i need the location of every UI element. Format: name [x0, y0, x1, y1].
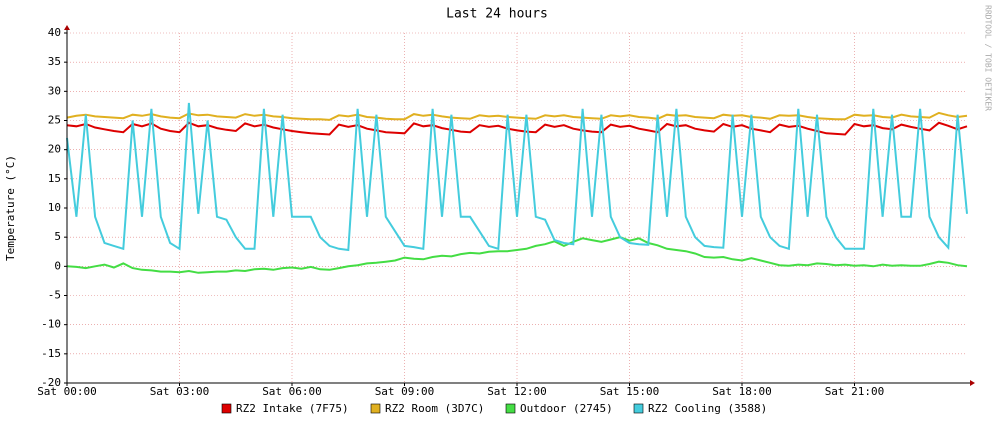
- y-tick-label: 5: [54, 230, 61, 243]
- series-line: [66, 236, 968, 274]
- x-tick-label: Sat 21:00: [825, 385, 885, 398]
- legend-label: RZ2 Intake (7F75): [236, 402, 349, 415]
- y-tick-label: -20: [41, 376, 61, 389]
- legend-swatch: [370, 403, 381, 414]
- grid: -20 -15 -10 -5 0 5 10 15 20 25 30 35 40 Sat 00:00 Sat …: [37, 26, 967, 398]
- legend: RZ2 Intake (7F75) RZ2 Room (3D7C) Outdoor …: [221, 402, 767, 415]
- x-tick-label: Sat 18:00: [712, 385, 772, 398]
- x-tick-label: Sat 15:00: [600, 385, 660, 398]
- x-tick-label: Sat 03:00: [150, 385, 210, 398]
- y-arrow: [64, 25, 70, 30]
- series-lines: [66, 102, 968, 274]
- legend-label: Outdoor (2745): [520, 402, 613, 415]
- x-tick-label: Sat 06:00: [262, 385, 322, 398]
- legend-swatch: [221, 403, 232, 414]
- legend-swatch: [505, 403, 516, 414]
- y-tick-label: 35: [48, 55, 61, 68]
- y-tick-label: -5: [48, 289, 61, 302]
- y-tick-label: 25: [48, 114, 61, 127]
- x-tick-label: Sat 00:00: [37, 385, 97, 398]
- legend-label: RZ2 Cooling (3588): [648, 402, 767, 415]
- y-tick-label: -15: [41, 347, 61, 360]
- chart-title: Last 24 hours: [446, 7, 548, 22]
- watermark: RRDTOOL / TOBI OETIKER: [984, 5, 993, 111]
- y-tick-label: 0: [54, 259, 61, 272]
- x-arrow: [970, 380, 975, 386]
- legend-swatch: [633, 403, 644, 414]
- y-tick-label: 40: [48, 26, 61, 39]
- x-tick-label: Sat 09:00: [375, 385, 435, 398]
- legend-label: RZ2 Room (3D7C): [385, 402, 484, 415]
- y-tick-label: 15: [48, 172, 61, 185]
- series-line: [66, 121, 968, 136]
- series-line: [66, 102, 968, 252]
- y-tick-label: 20: [48, 143, 61, 156]
- x-tick-label: Sat 12:00: [487, 385, 547, 398]
- y-tick-label: 10: [48, 201, 61, 214]
- y-tick-label: -10: [41, 318, 61, 331]
- y-tick-label: 30: [48, 84, 61, 97]
- y-axis-label: Temperature (°C): [4, 155, 17, 261]
